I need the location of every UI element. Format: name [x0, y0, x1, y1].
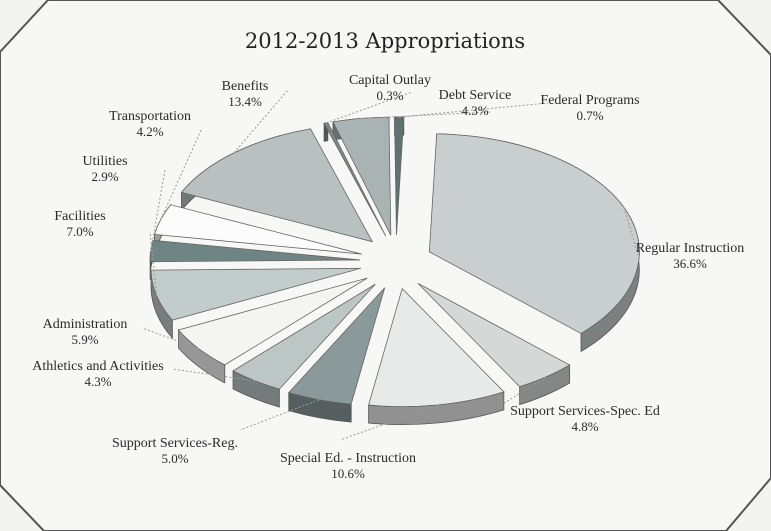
slice-percent-label: 0.3% [376, 88, 403, 103]
pie-slice [177, 277, 368, 366]
slice-label: Administration [43, 317, 128, 332]
slice-percent-label: 13.4% [228, 94, 262, 109]
leader-line [623, 207, 639, 256]
slice-percent-label: 5.9% [71, 332, 98, 347]
slice-label: Debt Service [439, 88, 512, 103]
slice-percent-label: 4.2% [136, 124, 163, 139]
leader-line [149, 231, 158, 296]
leader-line [233, 89, 289, 154]
leader-line [325, 91, 413, 124]
slice-label: Support Services-Reg. [112, 436, 238, 451]
leader-line [171, 368, 256, 382]
slice-label: Federal Programs [540, 93, 639, 108]
leader-lines [141, 89, 639, 441]
slice-label: Utilities [82, 154, 127, 169]
slice-percent-label: 2.9% [91, 169, 118, 184]
slice-percent-label: 4.3% [461, 103, 488, 118]
leader-line [360, 111, 491, 120]
slice-label: Benefits [222, 79, 269, 94]
pie-slice [150, 267, 362, 321]
slice-label: Facilities [54, 209, 105, 224]
slice-percent-label: 7.0% [66, 224, 93, 239]
leader-line [150, 169, 166, 252]
pie-slice [232, 283, 376, 390]
leader-line [497, 376, 547, 408]
leader-line [399, 102, 549, 118]
slice-label: Regular Instruction [636, 241, 744, 256]
slice-label: Athletics and Activities [32, 359, 163, 374]
leader-line [339, 404, 439, 441]
leader-line [160, 127, 203, 220]
slice-percent-label: 10.6% [331, 466, 365, 481]
slice-label: Transportation [109, 109, 191, 124]
slice-percent-label: 4.3% [84, 374, 111, 389]
slice-label: Support Services-Spec. Ed [510, 404, 660, 419]
slice-percent-label: 4.8% [571, 419, 598, 434]
slice-label: Capital Outlay [349, 73, 431, 88]
slice-percent-label: 5.0% [161, 451, 188, 466]
slice-percent-label: 36.6% [673, 256, 707, 271]
slice-label: Special Ed. - Instruction [280, 451, 416, 466]
slice-percent-label: 0.7% [576, 108, 603, 123]
chart-title: 2012-2013 Appropriations [245, 29, 525, 53]
pie-slices [149, 116, 640, 425]
